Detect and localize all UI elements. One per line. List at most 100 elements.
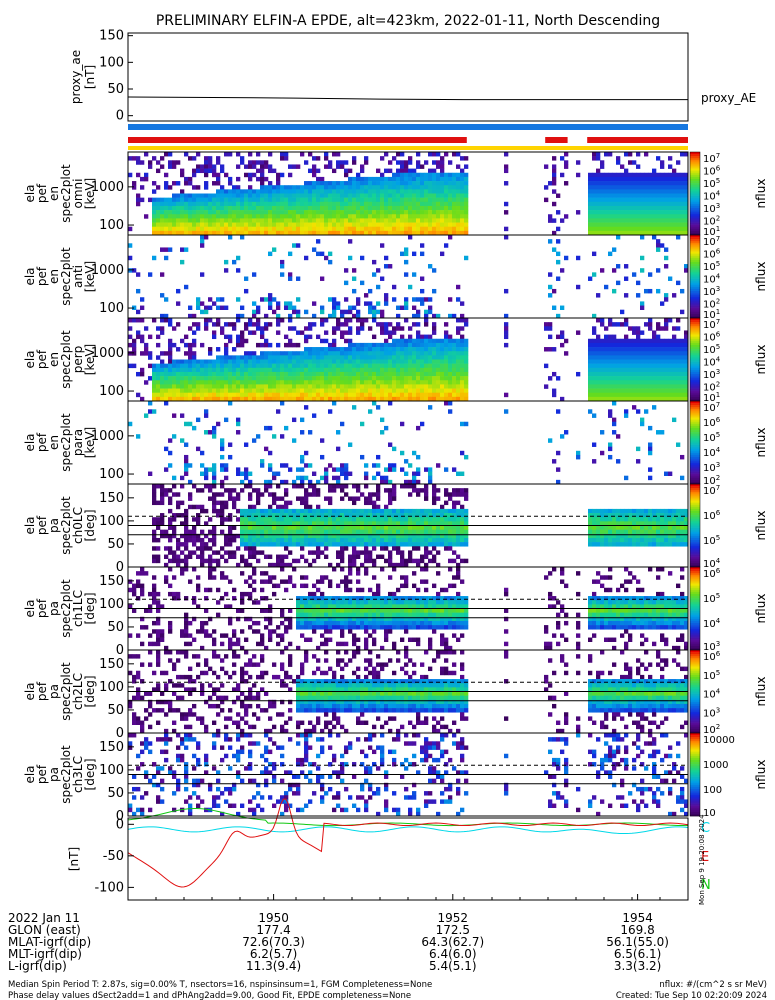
spectrogram-cell	[644, 230, 649, 236]
spectrogram-cell	[636, 334, 641, 340]
spectrogram-cell	[432, 492, 437, 497]
spectrogram-cell	[664, 205, 669, 211]
spectrogram-cell	[228, 359, 233, 364]
colorbar-segment	[690, 328, 700, 331]
spectrogram-cell	[160, 359, 165, 364]
spectrogram-cell	[224, 172, 229, 178]
spectrogram-cell	[436, 521, 441, 526]
colorbar-segment	[690, 409, 700, 412]
spectrogram-cell	[260, 550, 265, 555]
spectrogram-cell	[376, 189, 381, 194]
spectrogram-cell	[360, 537, 365, 543]
spectrogram-cell	[456, 330, 461, 335]
spectrogram-cell	[460, 218, 465, 223]
spectrogram-cell	[552, 392, 557, 398]
spectrogram-cell	[212, 214, 217, 219]
spectrogram-cell	[648, 193, 653, 198]
spectrogram-cell	[432, 330, 437, 335]
spectrogram-cell	[660, 189, 665, 194]
spectrogram-cell	[272, 189, 277, 194]
spectrogram-cell	[376, 226, 381, 232]
spectrogram-cell	[680, 351, 685, 356]
spectrogram-cell	[188, 351, 193, 356]
spectrogram-cell	[380, 243, 385, 248]
spectrogram-cell	[220, 446, 225, 452]
spectrogram-cell	[140, 297, 145, 302]
spectrogram-cell	[196, 218, 201, 223]
spectrogram-cell	[384, 525, 389, 530]
spectrogram-cell	[292, 479, 297, 485]
spectrogram-cell	[244, 230, 249, 236]
spectrogram-cell	[656, 185, 661, 190]
spectrogram-cell	[360, 513, 365, 518]
spectrogram-cell	[444, 355, 449, 360]
spectrogram-cell	[396, 351, 401, 356]
spectrogram-cell	[592, 367, 597, 373]
spectrogram-cell	[300, 193, 305, 198]
spectrogram-cell	[240, 230, 245, 236]
spectrogram-cell	[156, 537, 161, 543]
spectrogram-cell	[168, 160, 173, 165]
spectrogram-cell	[196, 546, 201, 551]
spectrogram-cell	[444, 218, 449, 223]
spectrogram-cell	[192, 376, 197, 381]
spectrogram-cell	[280, 272, 285, 277]
spectrogram-cell	[420, 355, 425, 360]
spectrogram-cell	[616, 367, 621, 373]
spectrogram-cell	[456, 351, 461, 356]
spectrogram-cell	[212, 222, 217, 227]
spectrogram-cell	[148, 363, 153, 369]
spectrogram-cell	[644, 201, 649, 207]
spectrogram-cell	[144, 413, 149, 418]
spectrogram-cell	[408, 384, 413, 389]
spectrogram-cell	[236, 430, 241, 435]
spectrogram-cell	[188, 347, 193, 352]
spectrogram-cell	[632, 272, 637, 277]
spectrogram-cell	[616, 359, 621, 364]
spectrogram-cell	[312, 347, 317, 352]
spectrogram-cell	[180, 359, 185, 364]
spectrogram-cell	[172, 533, 177, 539]
spectrogram-cell	[260, 214, 265, 219]
spectrogram-cell	[684, 214, 689, 219]
spectrogram-cell	[340, 529, 345, 535]
spectrogram-cell	[224, 542, 229, 547]
spectrogram-cell	[204, 384, 209, 389]
spectrogram-cell	[436, 338, 441, 344]
spectrogram-cell	[212, 363, 217, 369]
spectrogram-cell	[240, 189, 245, 194]
spectrogram-cell	[624, 201, 629, 207]
spectrogram-cell	[288, 172, 293, 178]
spectrogram-cell	[268, 164, 273, 169]
spectrogram-cell	[164, 363, 169, 369]
spectrogram-cell	[460, 351, 465, 356]
chart-title: PRELIMINARY ELFIN-A EPDE, alt=423km, 202…	[156, 13, 660, 29]
colorbar-segment	[690, 320, 700, 323]
spectrogram-cell	[332, 342, 337, 348]
spectrogram-cell	[308, 550, 313, 555]
spectrogram-cell	[384, 542, 389, 547]
spectrogram-cell	[388, 367, 393, 373]
spectrogram-cell	[248, 160, 253, 165]
spectrogram-cell	[320, 305, 325, 310]
spectrogram-cell	[200, 396, 205, 402]
spectrogram-cell	[136, 156, 141, 161]
spectrogram-cell	[164, 367, 169, 373]
spectrogram-cell	[624, 226, 629, 232]
spectrogram-cell	[664, 318, 669, 323]
spectrogram-cell	[192, 396, 197, 402]
spectrogram-cell	[648, 272, 653, 277]
spectrogram-cell	[460, 222, 465, 227]
plot-area	[127, 96, 700, 888]
spectrogram-cell	[172, 529, 177, 535]
spectrogram-cell	[396, 384, 401, 389]
spectrogram-cell	[460, 380, 465, 385]
spectrogram-cell	[608, 355, 613, 360]
spectrogram-cell	[388, 330, 393, 335]
spectrogram-cell	[188, 363, 193, 369]
spectrogram-cell	[668, 214, 673, 219]
spectrogram-cell	[592, 156, 597, 161]
spectrogram-cell	[348, 189, 353, 194]
spectrogram-cell	[372, 533, 377, 539]
spectrogram-cell	[280, 218, 285, 223]
